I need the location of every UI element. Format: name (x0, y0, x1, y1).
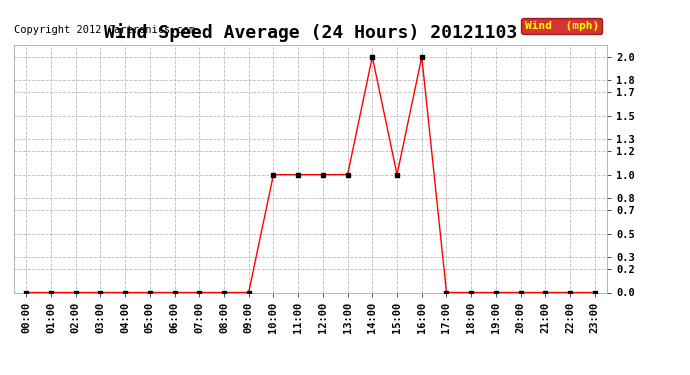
Legend: Wind  (mph): Wind (mph) (522, 18, 602, 34)
Text: Copyright 2012 Cartronics.com: Copyright 2012 Cartronics.com (14, 25, 195, 35)
Title: Wind Speed Average (24 Hours) 20121103: Wind Speed Average (24 Hours) 20121103 (104, 23, 517, 42)
